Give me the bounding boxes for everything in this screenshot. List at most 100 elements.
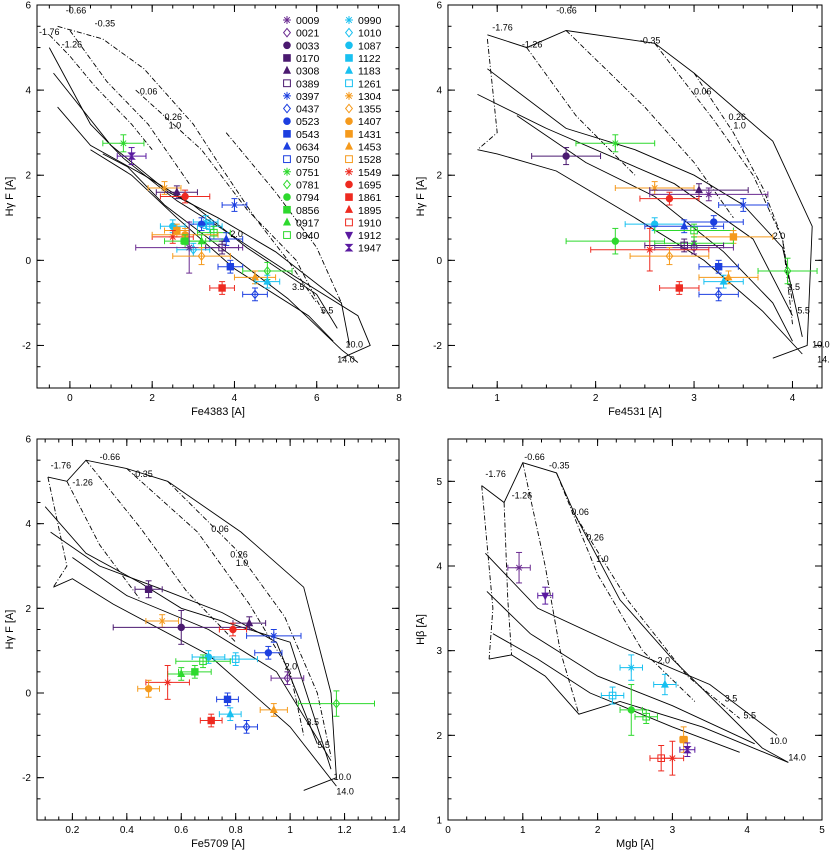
legend-marker bbox=[283, 117, 291, 125]
grid-isometallicity bbox=[126, 468, 305, 736]
data-marker bbox=[690, 226, 698, 235]
grid-age-label: 3.5 bbox=[788, 282, 801, 292]
grid-age-label: 3.5 bbox=[306, 717, 319, 727]
x-tick-label: 1.2 bbox=[338, 825, 352, 836]
data-point-1261 bbox=[600, 686, 625, 705]
data-marker bbox=[144, 585, 153, 593]
legend-label: 1431 bbox=[358, 129, 382, 141]
x-axis-label: Mgb [A] bbox=[616, 838, 654, 850]
legend-label: 1010 bbox=[358, 28, 382, 40]
legend-marker bbox=[344, 231, 354, 240]
data-marker bbox=[222, 234, 231, 243]
y-tick-label: 0 bbox=[25, 256, 31, 267]
data-marker bbox=[679, 735, 688, 744]
grid-metallicity-label: -1.76 bbox=[39, 27, 60, 37]
legend-label: 1861 bbox=[358, 192, 382, 204]
data-marker bbox=[562, 152, 570, 160]
data-marker bbox=[207, 716, 215, 725]
legend-marker bbox=[283, 79, 291, 88]
data-point-0437 bbox=[698, 287, 739, 302]
grid-isometallicity bbox=[556, 472, 696, 702]
model-grid bbox=[44, 459, 337, 791]
grid-metallicity-label: -0.35 bbox=[640, 35, 661, 45]
data-marker bbox=[177, 623, 185, 632]
legend-entry-0543: 0543 bbox=[283, 129, 320, 141]
legend-marker bbox=[282, 217, 292, 226]
legend-label: 0781 bbox=[296, 179, 320, 191]
legend-marker bbox=[283, 54, 291, 62]
chart-panel-top-left: 0 2 4 6 8 -2 0 2 4 6 Fe4383 [A] Hγ F [A] -1.76-1.26 -… bbox=[4, 1, 402, 419]
grid-isometallicity bbox=[66, 481, 141, 601]
grid-isometallicity bbox=[167, 480, 332, 757]
grid-isochrone bbox=[44, 506, 332, 770]
x-tick-label: 0 bbox=[445, 825, 451, 836]
grid-metallicity-label: -1.26 bbox=[72, 478, 93, 488]
grid-metallicity-label: 1.0 bbox=[596, 554, 609, 564]
grid-metallicity-label: -1.26 bbox=[512, 490, 533, 500]
x-tick-label: 0.6 bbox=[174, 825, 188, 836]
data-point-0523 bbox=[683, 215, 744, 229]
legend-label: 1355 bbox=[358, 104, 382, 116]
x-tick-label: 3 bbox=[670, 825, 676, 836]
chart-panel-bottom-left: 0.2 0.4 0.6 0.8 1 1.2 1.4 -2 0 2 4 6 Fe5709 [A] Hγ F … bbox=[4, 435, 406, 851]
data-marker bbox=[197, 236, 206, 245]
grid-metallicity-label: -0.66 bbox=[100, 452, 121, 462]
legend-entry-0940: 0940 bbox=[283, 230, 320, 242]
legend-marker bbox=[282, 103, 292, 114]
legend-entry-0170: 0170 bbox=[283, 53, 320, 65]
legend-label: 1453 bbox=[358, 142, 382, 154]
data-point-1431 bbox=[693, 230, 774, 244]
legend-entry-0397: 0397 bbox=[283, 91, 320, 103]
y-axis-label: Hγ F [A] bbox=[4, 610, 16, 650]
y-tick-label: 6 bbox=[436, 1, 442, 12]
data-marker bbox=[185, 243, 194, 252]
data-marker bbox=[660, 679, 669, 688]
grid-isochrone bbox=[492, 633, 740, 753]
data-marker bbox=[160, 184, 169, 192]
grid-age-label: 10.0 bbox=[334, 772, 352, 782]
x-tick-label: 5 bbox=[819, 825, 825, 836]
legend-marker bbox=[345, 155, 353, 164]
grid-isochrone bbox=[50, 531, 318, 744]
data-marker bbox=[719, 276, 728, 285]
data-point-1304 bbox=[614, 181, 695, 195]
legend-label: 0917 bbox=[296, 217, 320, 229]
data-marker bbox=[515, 563, 523, 572]
grid-metallicity-label: -0.66 bbox=[66, 6, 87, 16]
legend-marker bbox=[345, 130, 353, 138]
data-marker bbox=[230, 201, 239, 209]
grid-isochrone bbox=[477, 149, 803, 355]
grid-metallicity-label: -0.35 bbox=[95, 18, 116, 28]
grid-metallicity-label: -0.35 bbox=[549, 461, 570, 471]
y-tick-label: -2 bbox=[22, 773, 31, 784]
data-point-1453 bbox=[259, 703, 288, 717]
grid-metallicity-label: -0.66 bbox=[556, 6, 577, 16]
data-marker bbox=[226, 263, 235, 271]
data-marker bbox=[627, 706, 635, 714]
legend-label: 0397 bbox=[296, 91, 320, 103]
legend-entry-1910: 1910 bbox=[345, 217, 382, 229]
data-point-0170 bbox=[134, 580, 163, 599]
data-point-0009 bbox=[507, 551, 531, 584]
legend-entry-0634: 0634 bbox=[282, 142, 320, 154]
data-point-1183 bbox=[218, 707, 242, 722]
legend-label: 0437 bbox=[296, 104, 320, 116]
legend-entry-0750: 0750 bbox=[283, 154, 320, 166]
data-point-1695 bbox=[218, 622, 248, 637]
data-marker bbox=[680, 241, 689, 250]
data-point-0940 bbox=[175, 654, 231, 669]
data-marker bbox=[199, 657, 207, 666]
legend-label: 1910 bbox=[358, 217, 382, 229]
legend-marker bbox=[283, 167, 291, 176]
grid-isometallicity bbox=[693, 72, 793, 325]
legend-marker bbox=[344, 65, 354, 74]
legend-marker bbox=[344, 243, 354, 252]
plot-frame bbox=[36, 4, 400, 389]
legend-label: 1549 bbox=[358, 167, 382, 179]
legend-entry-1122: 1122 bbox=[345, 53, 381, 65]
data-point-0794 bbox=[619, 684, 643, 736]
data-marker bbox=[127, 152, 136, 160]
legend-entry-0389: 0389 bbox=[283, 78, 320, 90]
grid-metallicity-label: 0.26 bbox=[230, 550, 248, 560]
legend-marker bbox=[283, 41, 291, 50]
